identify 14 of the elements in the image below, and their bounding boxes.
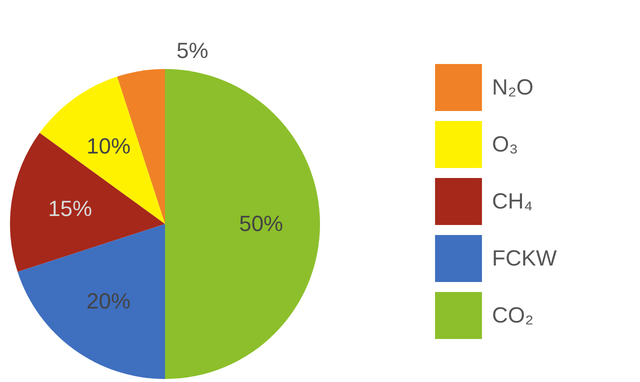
legend-label: O₃ (492, 132, 518, 156)
pie-slice (10, 132, 165, 272)
data-label: 50% (239, 211, 284, 236)
pie-slice (165, 69, 320, 379)
legend-label: N₂O (492, 74, 534, 100)
data-label: 15% (48, 196, 92, 221)
legend-label: FCKW (492, 246, 557, 270)
legend-label: CH₄ (492, 188, 533, 214)
data-label: 10% (86, 133, 131, 158)
legend-label: CO₂ (492, 302, 534, 328)
pie-slice (18, 224, 165, 379)
pie-slice (40, 76, 165, 224)
data-label: 20% (86, 288, 131, 314)
data-label: 5% (176, 38, 208, 64)
